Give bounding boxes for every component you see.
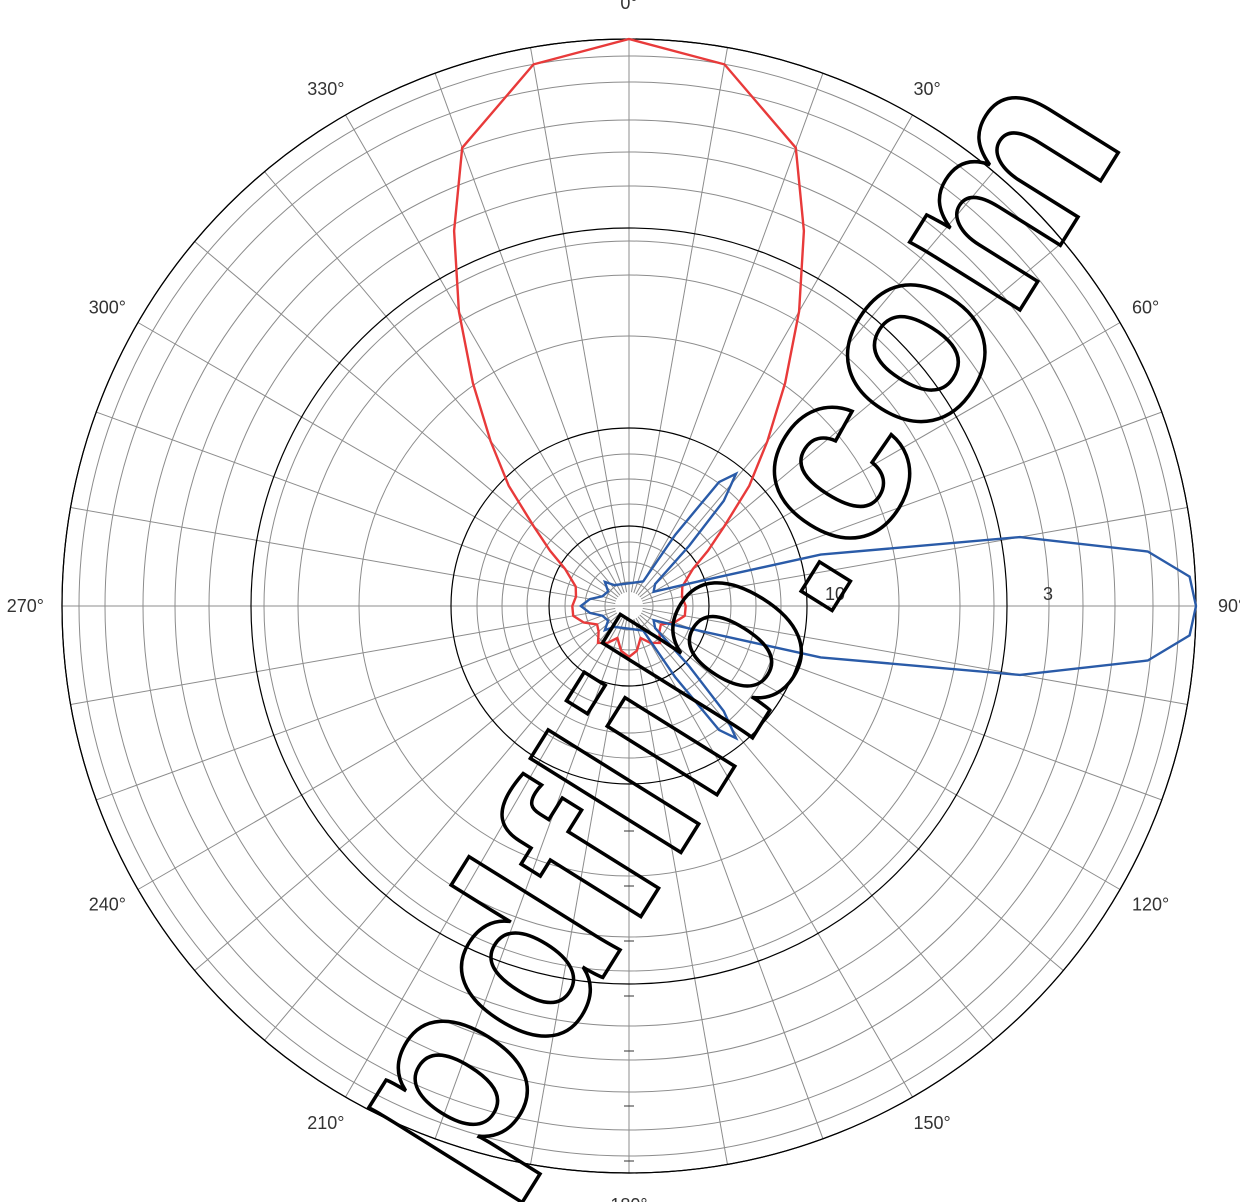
spoke-210: [345, 617, 623, 1098]
angle-label-270: 270°: [7, 596, 44, 616]
watermark: pdflib.com: [280, 20, 1172, 1202]
spoke-340: [434, 73, 625, 594]
spoke-330: [345, 114, 623, 595]
spoke-40: [637, 171, 994, 596]
angle-label-300: 300°: [89, 298, 126, 318]
watermark-text: pdflib.com: [282, 22, 1171, 1202]
angle-label-0: 0°: [620, 0, 637, 13]
angle-label-120: 120°: [1132, 895, 1169, 915]
spoke-80: [642, 507, 1188, 605]
series-0-line: [452, 37, 806, 659]
spoke-260: [70, 607, 616, 705]
spoke-100: [642, 607, 1188, 705]
spoke-70: [641, 411, 1162, 602]
spoke-140: [637, 616, 994, 1041]
angle-label-30: 30°: [914, 79, 941, 99]
series-1-line: [578, 471, 1198, 741]
spoke-150: [635, 617, 913, 1098]
spoke-250: [96, 610, 617, 801]
spoke-130: [639, 614, 1064, 971]
spoke-160: [633, 618, 824, 1139]
spoke-350: [530, 47, 628, 593]
major-ring-2: [250, 227, 1008, 985]
data-series: [452, 37, 1198, 741]
spoke-310: [194, 241, 619, 598]
spoke-110: [641, 610, 1162, 801]
major-ring-1: [450, 427, 808, 785]
spoke-50: [639, 241, 1064, 598]
angle-label-180: 180°: [610, 1195, 647, 1202]
spoke-120: [640, 612, 1121, 890]
spoke-280: [70, 507, 616, 605]
major-ring-0: [548, 525, 710, 687]
radial-axis-ticks: [624, 830, 634, 1162]
spoke-220: [264, 616, 621, 1041]
angle-label-90: 90°: [1218, 596, 1240, 616]
spoke-290: [96, 411, 617, 602]
angle-label-330: 330°: [307, 79, 344, 99]
spoke-60: [640, 322, 1121, 600]
radial-label-1: 3: [1043, 584, 1053, 604]
polar-grid: [61, 38, 1197, 1174]
spoke-240: [137, 612, 618, 890]
angle-label-210: 210°: [307, 1113, 344, 1133]
spoke-300: [137, 322, 618, 600]
spoke-20: [633, 73, 824, 594]
spoke-230: [194, 614, 619, 971]
spoke-30: [635, 114, 913, 595]
axis-labels: 0° 30° 60° 90° 120° 150° 180° 210° 240° 270° 300° 3…: [7, 0, 1240, 1202]
spoke-10: [630, 47, 728, 593]
angle-label-60: 60°: [1132, 298, 1159, 318]
spoke-170: [630, 619, 728, 1165]
angle-label-150: 150°: [914, 1113, 951, 1133]
radial-label-0: 10: [825, 584, 845, 604]
spoke-200: [434, 618, 625, 1139]
angle-label-240: 240°: [89, 895, 126, 915]
spoke-320: [264, 171, 621, 596]
spoke-190: [530, 619, 628, 1165]
